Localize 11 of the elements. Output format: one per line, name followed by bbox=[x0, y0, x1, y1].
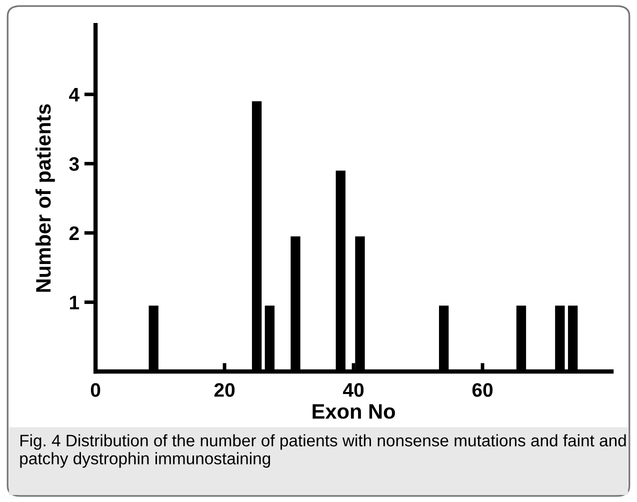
y-axis-title: Number of patients bbox=[35, 104, 55, 292]
x-tick-label: 60 bbox=[472, 383, 493, 397]
y-tick-label: 1 bbox=[70, 296, 80, 310]
y-tick-label: 3 bbox=[69, 157, 79, 171]
caption: Fig. 4 Distribution of the number of patients with nonsense mutations and faint and patchy dystrophin immunostaining bbox=[20, 434, 626, 468]
y-tick-label: 4 bbox=[69, 88, 80, 102]
x-tick-label: 20 bbox=[214, 383, 235, 397]
y-tick-label: 2 bbox=[69, 226, 79, 240]
x-tick-label: 0 bbox=[90, 383, 100, 397]
x-tick-label: 40 bbox=[343, 383, 364, 397]
x-axis-title: Exon No bbox=[312, 404, 395, 419]
